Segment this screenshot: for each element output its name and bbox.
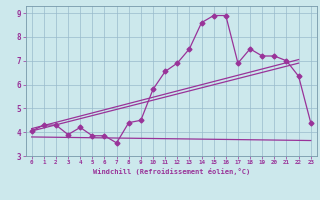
- X-axis label: Windchill (Refroidissement éolien,°C): Windchill (Refroidissement éolien,°C): [92, 168, 250, 175]
